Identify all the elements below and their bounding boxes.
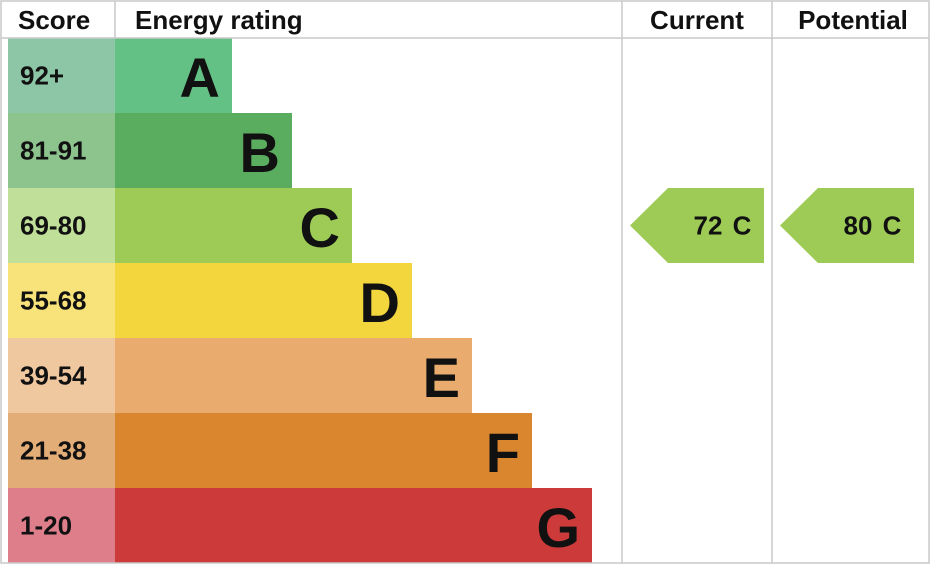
header-rating: Energy rating <box>135 5 303 35</box>
header-potential: Potential <box>798 5 908 35</box>
current-value: 72 <box>694 211 723 241</box>
score-label: 1-20 <box>20 511 72 541</box>
score-label: 92+ <box>20 61 64 91</box>
header-current: Current <box>650 5 744 35</box>
score-label: 55-68 <box>20 286 87 316</box>
score-cell <box>8 113 115 188</box>
potential-letter: C <box>883 211 902 241</box>
rating-bar <box>115 38 232 113</box>
rating-letter: A <box>180 46 220 109</box>
score-label: 39-54 <box>20 361 87 391</box>
score-label: 69-80 <box>20 211 87 241</box>
score-cell <box>8 188 115 263</box>
score-label: 21-38 <box>20 436 87 466</box>
rating-bar <box>115 263 412 338</box>
rating-bar <box>115 413 532 488</box>
potential-arrow <box>780 188 914 263</box>
score-cell <box>8 38 115 113</box>
score-cell <box>8 488 115 563</box>
header-score: Score <box>18 5 90 35</box>
rating-letter: C <box>300 196 340 259</box>
current-arrow <box>630 188 764 263</box>
score-label: 81-91 <box>20 136 87 166</box>
rating-letter: G <box>536 496 580 559</box>
rating-letter: B <box>240 121 280 184</box>
rating-bar <box>115 488 592 563</box>
rating-bar <box>115 113 292 188</box>
rating-bar <box>115 338 472 413</box>
rating-letter: E <box>423 346 460 409</box>
score-cell <box>8 338 115 413</box>
score-cell <box>8 263 115 338</box>
current-letter: C <box>733 211 752 241</box>
rating-letter: D <box>360 271 400 334</box>
rating-bar <box>115 188 352 263</box>
potential-value: 80 <box>844 211 873 241</box>
score-cell <box>8 413 115 488</box>
rating-letter: F <box>486 421 520 484</box>
